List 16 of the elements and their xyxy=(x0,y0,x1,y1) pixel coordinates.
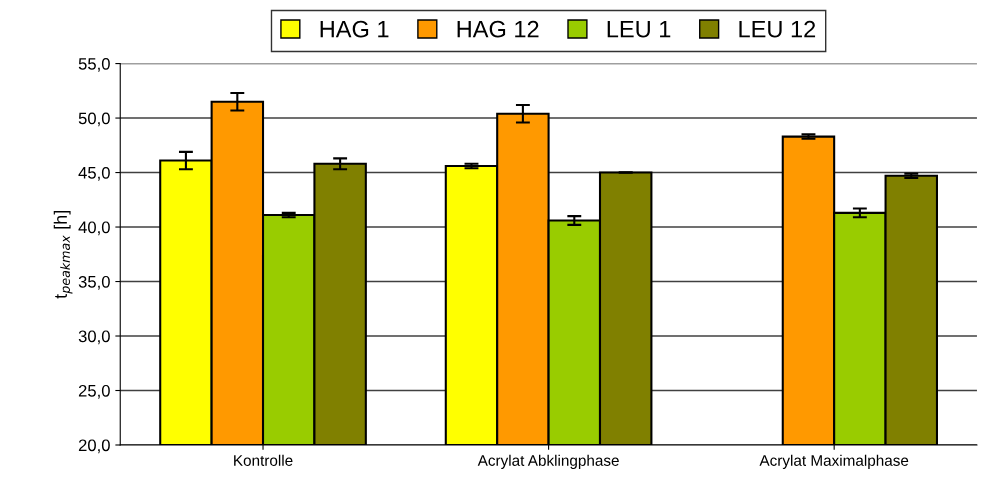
y-tick-label: 25,0 xyxy=(78,384,110,399)
x-tick-label: Acrylat Abklingphase xyxy=(477,454,619,469)
y-tick-label: 35,0 xyxy=(78,275,110,290)
legend-label: HAG 1 xyxy=(320,20,389,38)
y-axis-title: t$_{peakmax}$ [h] xyxy=(53,210,73,299)
y-tick-label: 40,0 xyxy=(78,221,110,236)
y-tick-label: 30,0 xyxy=(78,330,110,345)
x-tick-label: Acrylat Maximalphase xyxy=(759,454,909,469)
legend-label: HAG 12 xyxy=(457,20,539,38)
y-tick-label: 50,0 xyxy=(78,112,110,127)
y-tick-label: 20,0 xyxy=(78,439,110,454)
y-tick-label: 45,0 xyxy=(78,166,110,181)
legend-label: LEU 12 xyxy=(739,20,816,38)
x-tick-label: Kontrolle xyxy=(234,454,293,466)
y-tick-label: 55,0 xyxy=(78,57,110,72)
legend-label: LEU 1 xyxy=(607,20,671,38)
